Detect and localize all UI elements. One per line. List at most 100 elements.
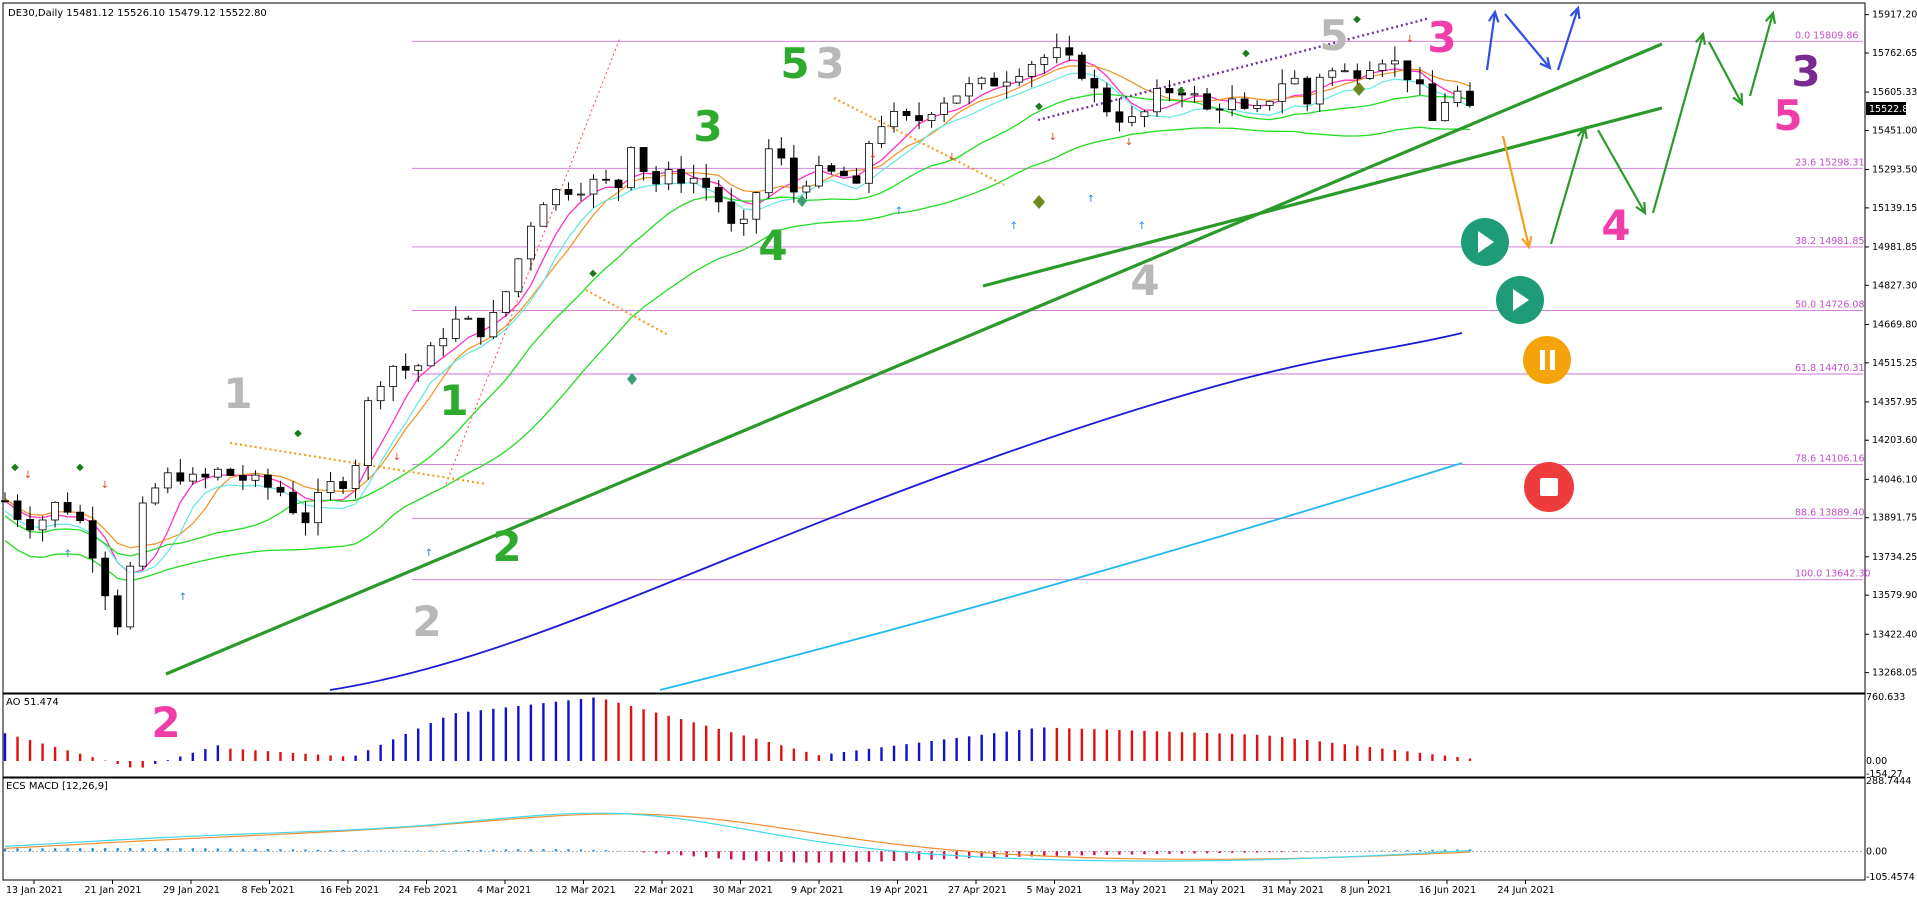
wave-label: 5 [1773,91,1802,140]
bear-candle [26,519,34,531]
macd-lines: 288.7444 0.00 -105.4574 [3,776,1915,883]
green-arrow-up-1 [1549,127,1587,245]
wave-label: 5 [1319,11,1348,60]
wave-label: 3 [1427,13,1456,62]
candles [1,33,1474,636]
bull-candle [1328,70,1337,78]
bull-candle [389,365,398,387]
bull-candle [1052,47,1061,59]
resistance-dotted-1 [229,441,487,486]
fractal-marker: ◆ [1242,48,1250,59]
time-tick-label: 9 Apr 2021 [791,885,844,896]
bull-candle [1040,57,1049,65]
bear-candle [827,165,836,172]
price-tick-label: 15762.65 [1872,48,1917,59]
bear-candle [714,186,723,203]
fractal-marker: ↓ [101,480,109,491]
ao-tick-label: 760.633 [1866,692,1905,703]
bull-candle [126,565,135,628]
bear-candle [13,500,22,520]
ao-histogram: 760.633 0.00 -154.27 [3,692,1905,780]
price-tick-label: 14046.10 [1872,474,1917,485]
bear-candle [1303,77,1312,105]
stop-button[interactable] [1524,462,1574,512]
ma-cyan [4,72,1471,574]
resistance-dotted-2 [585,289,669,336]
bull-candle [188,473,197,482]
time-tick-label: 8 Feb 2021 [242,885,295,896]
pause-button[interactable] [1523,336,1571,384]
bear-candle [276,486,285,493]
bear-candle [1102,87,1111,113]
bull-candle [627,147,635,189]
main-chart-title: DE30,Daily 15481.12 15526.10 15479.12 15… [8,8,267,19]
green-arrow-down-1-head [1635,201,1647,216]
bull-candle [314,492,322,524]
bear-candle [1240,98,1249,109]
time-tick-label: 5 May 2021 [1027,885,1083,896]
time-tick-label: 16 Jun 2021 [1419,885,1476,896]
macd-pane-frame [2,777,1866,881]
macd-signal-line [4,813,1471,860]
bull-candle [1228,98,1236,110]
bear-candle [289,491,297,514]
projection-arrows [1485,5,1777,250]
price-tick-label: 15605.33 [1872,87,1917,98]
bear-candle [113,595,122,628]
bull-candle [752,192,761,220]
pause-icon [1540,350,1545,370]
fib-label: 38.2 14981.85 [1795,236,1865,247]
fractal-marker: ↑ [1010,221,1018,232]
bear-candle [777,148,786,159]
blue-arrow-up-1-head [1487,9,1500,23]
price-tick-label: 13891.75 [1872,513,1917,524]
bull-candle [1027,63,1036,77]
bear-candle [702,177,711,188]
fractal-marker: ↓ [393,452,401,463]
bear-candle [1466,90,1474,106]
bull-candle [1015,75,1024,83]
bull-candle [965,83,974,97]
ma-green-21 [4,93,1471,557]
fractal-marker: ↓ [1406,34,1414,45]
bull-candle [1190,93,1199,96]
bull-candle [251,474,260,481]
bull-candle [1278,83,1287,102]
price-tick-label: 14203.60 [1872,435,1917,446]
fib-label: 50.0 14726.08 [1795,299,1865,310]
bull-candle [589,178,598,195]
bull-candle [1128,116,1136,123]
bear-candle [226,468,235,476]
wave-label: 3 [693,102,722,151]
bear-candle [1353,70,1362,79]
current-price-badge [1866,102,1906,115]
macd-tick-label: 0.00 [1866,846,1887,857]
fib-label: 100.0 13642.30 [1795,569,1871,580]
bear-candle [840,170,848,177]
diamond-marker [797,195,807,207]
ma-144-blue [329,332,1463,691]
play-button-1[interactable] [1461,218,1509,266]
bear-candle [789,157,798,193]
bull-candle [138,502,147,567]
moving-averages [4,59,1471,691]
bull-candle [414,365,423,371]
price-tick-label: 14515.25 [1872,358,1917,369]
ao-title: AO 51.474 [6,697,59,708]
bull-candle [326,481,335,493]
bull-candle [952,95,961,104]
ma-green-34 [4,126,1471,582]
bull-candle [539,204,548,227]
bull-candle [664,169,673,185]
macd-title: ECS MACD [12,26,9] [6,781,108,792]
bear-candle [63,502,72,513]
bear-candle [990,77,999,87]
play-button-2[interactable] [1496,276,1544,324]
bull-candle [865,143,873,184]
price-tick-label: 14669.80 [1872,319,1917,330]
bull-candle [489,312,498,338]
bear-candle [614,179,623,189]
bear-candle [1428,83,1437,122]
wave-label: 3 [1791,47,1820,96]
